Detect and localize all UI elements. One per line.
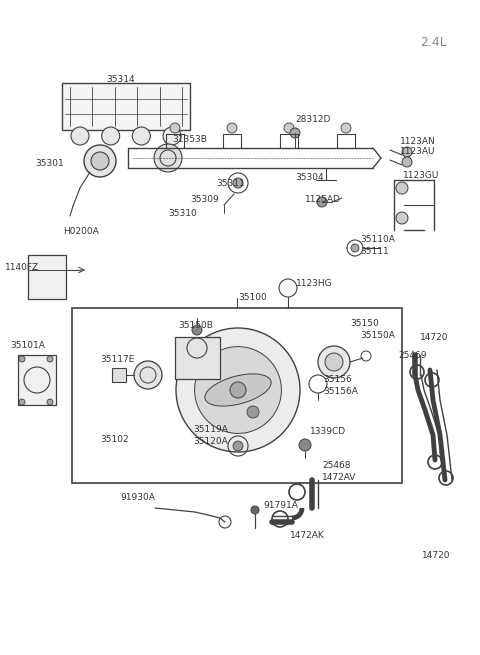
Text: 35150: 35150 (350, 318, 379, 328)
Text: 35156A: 35156A (323, 388, 358, 396)
Circle shape (318, 346, 350, 378)
Text: 14720: 14720 (422, 552, 451, 561)
Circle shape (170, 123, 180, 133)
Text: 1472AK: 1472AK (290, 531, 325, 540)
Text: 35314: 35314 (106, 75, 134, 84)
Ellipse shape (205, 374, 271, 406)
Circle shape (91, 152, 109, 170)
Circle shape (227, 123, 237, 133)
Circle shape (19, 356, 25, 362)
Text: 35117E: 35117E (100, 356, 134, 364)
Text: 35120A: 35120A (193, 438, 228, 447)
Text: 35310: 35310 (168, 208, 197, 217)
Circle shape (396, 212, 408, 224)
Bar (18, 355, 56, 405)
Circle shape (247, 406, 259, 418)
Circle shape (317, 197, 327, 207)
Text: 1123GU: 1123GU (403, 172, 439, 181)
Circle shape (402, 147, 412, 157)
Text: 35311: 35311 (216, 179, 245, 187)
Circle shape (341, 123, 351, 133)
Circle shape (154, 144, 182, 172)
Circle shape (251, 506, 259, 514)
Text: 1123AN: 1123AN (400, 136, 436, 145)
Text: 1472AV: 1472AV (322, 472, 356, 481)
Text: 35102: 35102 (100, 436, 129, 445)
Circle shape (233, 441, 243, 451)
Circle shape (163, 127, 181, 145)
Text: 35150A: 35150A (360, 331, 395, 341)
Text: 1140FZ: 1140FZ (5, 263, 39, 272)
Circle shape (233, 178, 243, 188)
Bar (175, 337, 220, 379)
Text: 1123AU: 1123AU (400, 147, 435, 157)
Circle shape (102, 127, 120, 145)
Circle shape (47, 356, 53, 362)
Text: 1339CD: 1339CD (310, 428, 346, 436)
Circle shape (402, 157, 412, 167)
Text: 35100: 35100 (238, 293, 267, 303)
Circle shape (325, 353, 343, 371)
Circle shape (134, 361, 162, 389)
Circle shape (71, 127, 89, 145)
Circle shape (284, 123, 294, 133)
Circle shape (47, 399, 53, 405)
Circle shape (132, 127, 150, 145)
Circle shape (290, 128, 300, 138)
Circle shape (176, 328, 300, 452)
Text: 35111: 35111 (360, 248, 389, 257)
Text: 35101A: 35101A (10, 341, 45, 350)
Text: 35110A: 35110A (360, 236, 395, 244)
Text: 35119A: 35119A (193, 426, 228, 434)
Text: 35304: 35304 (295, 174, 324, 183)
Circle shape (192, 325, 202, 335)
Text: 1125AD: 1125AD (305, 195, 341, 204)
Circle shape (351, 244, 359, 252)
Bar (112, 368, 126, 382)
Text: 31353B: 31353B (172, 136, 207, 145)
Bar (28, 255, 66, 299)
Circle shape (396, 182, 408, 194)
Text: 2.4L: 2.4L (420, 35, 447, 48)
Circle shape (19, 399, 25, 405)
Text: 28312D: 28312D (295, 115, 330, 124)
Circle shape (230, 382, 246, 398)
Text: 25468: 25468 (322, 460, 350, 470)
Text: 14720: 14720 (420, 333, 448, 343)
Text: 1123HG: 1123HG (296, 278, 333, 288)
Text: 35156: 35156 (323, 375, 352, 384)
Circle shape (194, 346, 281, 434)
Text: 91791A: 91791A (263, 502, 298, 510)
Text: H0200A: H0200A (63, 227, 99, 236)
Text: 35309: 35309 (190, 195, 219, 204)
Bar (62, 83, 190, 130)
Bar (72, 308, 402, 483)
Circle shape (299, 439, 311, 451)
Circle shape (84, 145, 116, 177)
Text: 35301: 35301 (35, 159, 64, 168)
Text: 91930A: 91930A (120, 493, 155, 502)
Text: 25469: 25469 (398, 350, 427, 360)
Text: 35150B: 35150B (178, 320, 213, 329)
